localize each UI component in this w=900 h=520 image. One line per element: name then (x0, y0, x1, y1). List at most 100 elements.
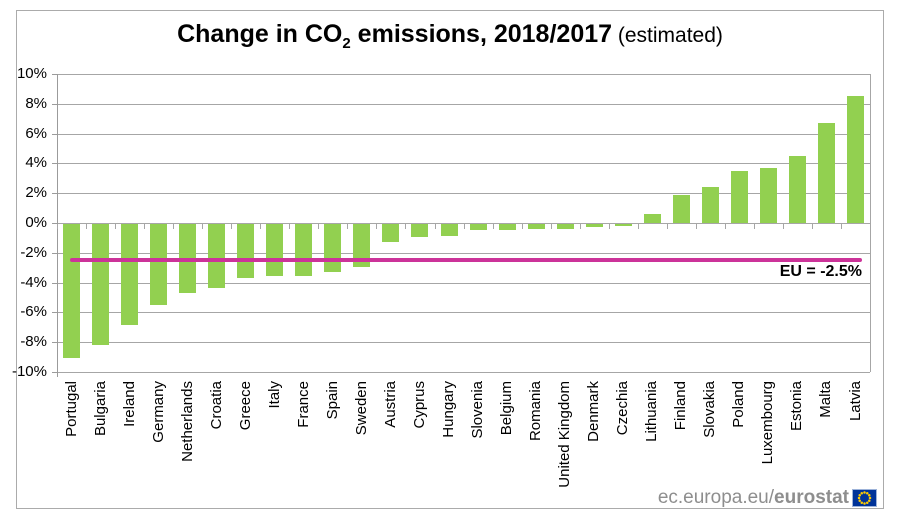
x-axis-tick (144, 224, 146, 229)
x-axis-label: Czechia (614, 381, 632, 436)
y-axis-tick (52, 163, 57, 165)
bar (469, 224, 487, 230)
x-axis-tick (86, 224, 87, 229)
x-axis-label: Lithuania (643, 381, 661, 442)
y-axis-tick (52, 342, 57, 344)
x-axis-label: United Kingdom (556, 381, 574, 488)
y-axis-tick-label: 8% (25, 94, 47, 112)
x-axis-tick (231, 224, 233, 229)
bar (759, 167, 777, 223)
x-axis-tick (841, 224, 842, 229)
x-axis-label: Cyprus (410, 381, 428, 429)
chart-frame (16, 10, 884, 509)
bar (324, 224, 342, 272)
x-axis-tick (115, 224, 117, 229)
y-axis-tick-label: -2% (20, 243, 47, 261)
footer-url-bold: eurostat (774, 487, 849, 508)
y-axis-tick-label: 6% (25, 124, 47, 142)
bar (150, 224, 168, 305)
x-axis-tick (434, 224, 436, 229)
bar (353, 224, 371, 268)
bar (411, 224, 429, 238)
y-gridline (57, 133, 870, 135)
y-axis-tick (52, 223, 57, 224)
x-axis-tick (521, 224, 523, 229)
bar (266, 224, 284, 277)
x-axis-label: Greece (236, 381, 254, 431)
y-axis-tick-label: 2% (25, 184, 47, 202)
x-axis-label: Malta (817, 381, 835, 418)
bar (788, 155, 806, 223)
x-axis-label: Ireland (120, 381, 138, 427)
bar (63, 224, 80, 359)
bar (498, 224, 516, 230)
x-axis-label: Poland (730, 381, 748, 428)
chart-title: Change in CO2 emissions, 2018/2017 (esti… (0, 20, 900, 52)
y-axis-tick (52, 372, 57, 373)
eu-flag-icon (852, 489, 877, 507)
x-axis-tick (173, 224, 175, 229)
y-gridline (57, 282, 870, 284)
x-axis-tick (637, 224, 639, 229)
bar (672, 194, 690, 223)
x-axis-tick (666, 224, 668, 229)
x-axis-tick (550, 224, 552, 229)
x-axis-tick (579, 224, 581, 229)
y-gridline (57, 252, 870, 254)
x-axis-tick (695, 224, 697, 229)
x-axis-label: Finland (672, 381, 690, 431)
x-axis-label: Bulgaria (91, 381, 109, 437)
x-axis-tick (782, 224, 784, 229)
y-gridline (57, 193, 870, 195)
bar (556, 224, 574, 229)
bar (527, 224, 545, 229)
x-axis-label: Romania (527, 381, 545, 442)
x-axis-tick (405, 224, 407, 229)
bar (237, 224, 255, 278)
eu-reference-line (70, 258, 862, 263)
title-subscript: 2 (342, 35, 351, 52)
y-axis-tick (52, 282, 57, 284)
x-axis-label: Italy (265, 381, 283, 409)
bar (585, 224, 603, 227)
x-axis-tick (289, 224, 291, 229)
footer-url-prefix: ec.europa.eu/ (657, 487, 775, 508)
y-gridline (57, 312, 870, 314)
title-post: emissions, 2018/2017 (350, 20, 613, 48)
x-axis-tick (492, 224, 494, 229)
y-axis-tick-label: -6% (20, 303, 47, 321)
bar (208, 224, 226, 289)
x-axis-tick (57, 224, 58, 229)
x-axis-label: Spain (323, 381, 341, 420)
y-axis-tick-label: 4% (25, 154, 47, 172)
x-axis-label: Netherlands (178, 381, 196, 462)
bar (382, 224, 400, 242)
x-axis-label: Austria (381, 381, 399, 428)
eu-reference-label: EU = -2.5% (779, 263, 862, 280)
x-axis-tick (811, 224, 813, 229)
x-axis-tick (870, 224, 871, 229)
x-axis-label: Portugal (62, 381, 80, 437)
x-axis-label: Germany (149, 381, 167, 443)
y-gridline (57, 342, 870, 344)
y-gridline (57, 372, 870, 373)
x-axis-label: Slovakia (701, 381, 719, 438)
bar (121, 224, 139, 326)
x-axis-label: Croatia (207, 381, 225, 430)
y-axis-tick (52, 193, 57, 195)
x-axis-label: Sweden (352, 381, 370, 436)
y-gridline (57, 74, 870, 75)
footer-brand: ec.europa.eu/eurostat (658, 487, 877, 509)
x-axis-label: Belgium (498, 381, 516, 436)
y-axis-tick-label: -8% (20, 333, 47, 351)
bar (179, 224, 197, 293)
bar (817, 123, 835, 223)
y-axis-tick (52, 103, 57, 105)
x-axis-tick (376, 224, 378, 229)
y-axis-tick (52, 133, 57, 135)
x-axis-label: Estonia (788, 381, 806, 432)
x-axis-label: Latvia (846, 381, 864, 422)
y-gridline (57, 163, 870, 165)
bar (295, 224, 313, 277)
bar (643, 214, 661, 223)
